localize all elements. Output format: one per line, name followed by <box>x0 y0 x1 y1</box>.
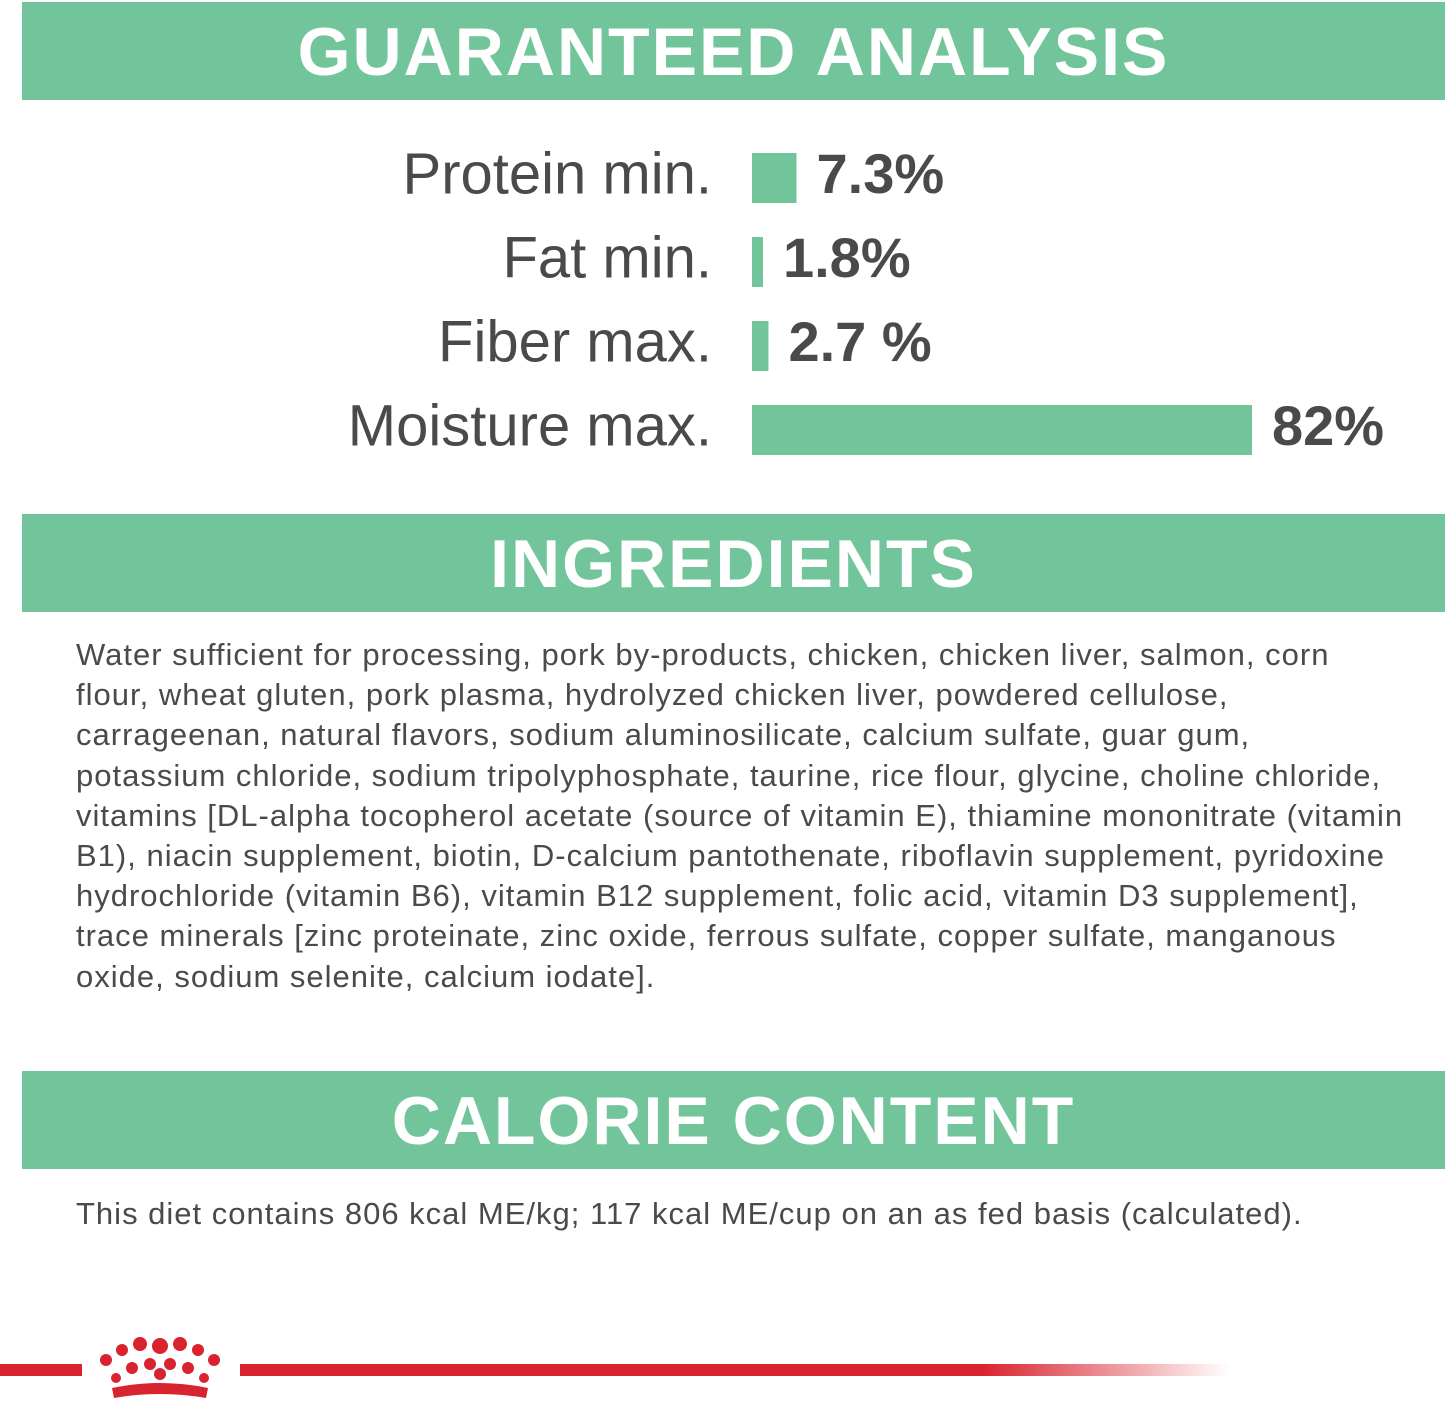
nutrient-label: Fiber max. <box>438 309 712 374</box>
value-label: 2.7 % <box>788 310 931 373</box>
bar <box>752 321 769 371</box>
value-label: 1.8% <box>783 226 911 289</box>
analysis-chart: Protein min. 7.3% Fat min. 1.8% Fiber max. 2.… <box>348 141 1384 458</box>
ingredients-text: Water sufficient for processing, pork by… <box>76 637 1404 994</box>
value-label: 82% <box>1272 394 1384 457</box>
brand-line <box>240 1364 1230 1376</box>
section-header: GUARANTEED ANALYSIS <box>22 2 1445 100</box>
bar <box>752 153 797 203</box>
brand-footer <box>0 1337 1230 1398</box>
brand-line <box>0 1364 82 1376</box>
nutrient-label: Fat min. <box>503 225 713 290</box>
section-header: CALORIE CONTENT <box>22 1071 1445 1169</box>
bar <box>752 405 1252 455</box>
bar <box>752 237 763 287</box>
nutrient-label: Moisture max. <box>348 393 712 458</box>
value-label: 7.3% <box>817 142 945 205</box>
nutrient-label: Protein min. <box>403 141 712 206</box>
section-header: INGREDIENTS <box>22 514 1445 612</box>
calorie-text: This diet contains 806 kcal ME/kg; 117 k… <box>76 1196 1303 1231</box>
crown-logo <box>100 1337 220 1398</box>
